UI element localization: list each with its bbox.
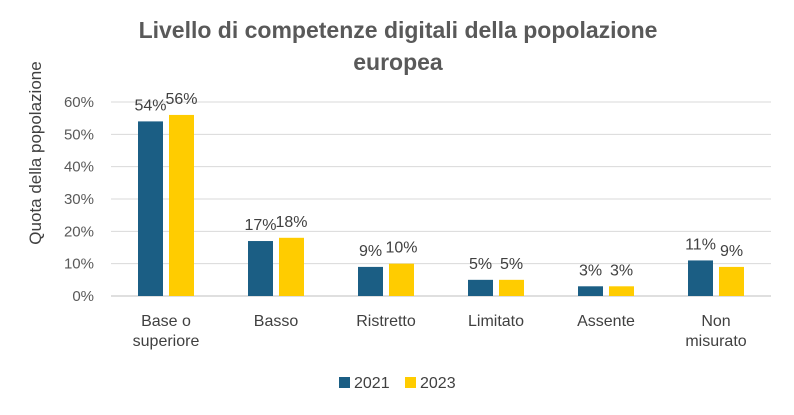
title-line: europea [353, 49, 443, 75]
bar-2023 [499, 279, 524, 296]
bar-2021 [578, 286, 603, 296]
data-label: 9% [720, 243, 743, 260]
chart-title: Livello di competenze digitali della pop… [139, 17, 658, 75]
bar-2023 [719, 266, 744, 296]
y-tick-label: 40% [64, 159, 94, 176]
category-label: Base o [141, 313, 191, 330]
x-axis-categories: Base o superiore Basso Ristretto Limitato Ass… [133, 313, 747, 350]
data-labels: 54%56%17%18%9% 10%5% 5% 3% 3%11% 9% [134, 91, 743, 279]
data-label: 3% [610, 262, 633, 279]
y-axis-ticks: 0% 10% 20% 30% 40% 50% 60% [64, 94, 94, 305]
category-label: Non [701, 313, 730, 330]
data-label: 56% [165, 91, 197, 108]
gridlines [111, 101, 771, 297]
bar-2023 [279, 237, 304, 296]
category-label: Assente [577, 313, 635, 330]
data-label: 18% [275, 214, 307, 231]
legend-label: 2023 [420, 375, 456, 392]
data-label: 3% [579, 262, 602, 279]
bar-2021 [138, 121, 163, 297]
category-label: superiore [133, 333, 200, 350]
title-line: Livello di competenze digitali della pop… [139, 17, 658, 43]
y-tick-label: 30% [64, 191, 94, 208]
data-label: 5% [500, 256, 523, 273]
legend-swatch-2023 [405, 377, 416, 388]
data-label: 11% [685, 236, 716, 253]
legend: 2021 2023 [339, 375, 456, 392]
bar-2021 [688, 260, 713, 296]
y-axis-title: Quota della popolazione [26, 61, 45, 244]
y-tick-label: 0% [72, 288, 94, 305]
category-label: Basso [254, 313, 299, 330]
y-tick-label: 10% [64, 256, 94, 273]
y-tick-label: 50% [64, 126, 94, 143]
legend-label: 2021 [354, 375, 390, 392]
bar-2021 [358, 266, 383, 296]
data-label: 5% [469, 256, 492, 273]
bars [138, 114, 744, 297]
category-label: Ristretto [356, 313, 416, 330]
bar-2021 [248, 241, 273, 296]
y-axis-label: Quota della popolazione [26, 61, 45, 244]
data-label: 54% [134, 97, 166, 114]
category-label: Limitato [468, 313, 524, 330]
legend-swatch-2021 [339, 377, 350, 388]
bar-2023 [169, 114, 194, 296]
y-tick-label: 20% [64, 223, 94, 240]
data-label: 9% [359, 243, 382, 260]
bar-2023 [389, 263, 414, 296]
bar-2023 [609, 286, 634, 296]
data-label: 10% [385, 240, 417, 257]
y-tick-label: 60% [64, 94, 94, 111]
data-label: 17% [244, 217, 276, 234]
bar-2021 [468, 279, 493, 296]
category-label: misurato [685, 333, 746, 350]
